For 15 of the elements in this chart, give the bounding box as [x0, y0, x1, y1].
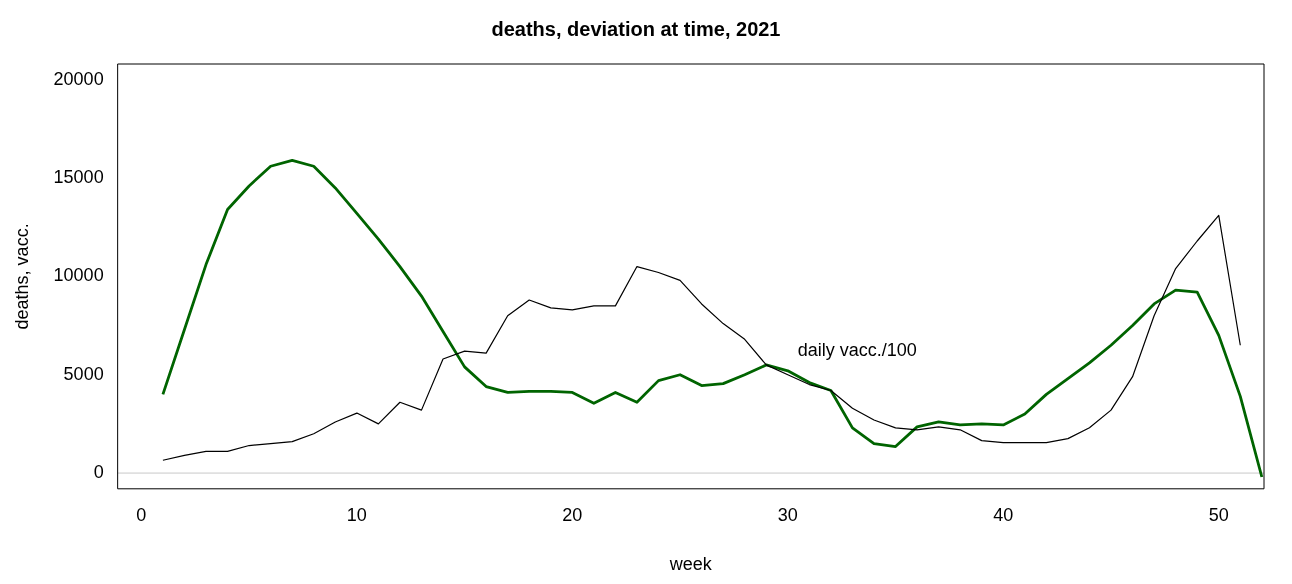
x-tick-label: 10	[346, 504, 367, 525]
y-axis-title: deaths, vacc.	[11, 223, 32, 330]
y-tick-label: 0	[93, 462, 104, 483]
x-tick-label: 40	[993, 504, 1014, 525]
series-label: daily vacc./100	[797, 339, 917, 360]
chart-title: deaths, deviation at time, 2021	[491, 17, 781, 40]
x-axis-title: week	[668, 554, 713, 575]
y-tick-label: 15000	[53, 167, 104, 188]
x-tick-label: 0	[136, 504, 147, 525]
y-tick-label: 5000	[63, 363, 104, 384]
y-tick-label: 10000	[53, 265, 104, 286]
x-tick-label: 30	[777, 504, 798, 525]
y-tick-label: 20000	[53, 68, 104, 89]
x-tick-label: 20	[562, 504, 583, 525]
x-tick-label: 50	[1208, 504, 1229, 525]
